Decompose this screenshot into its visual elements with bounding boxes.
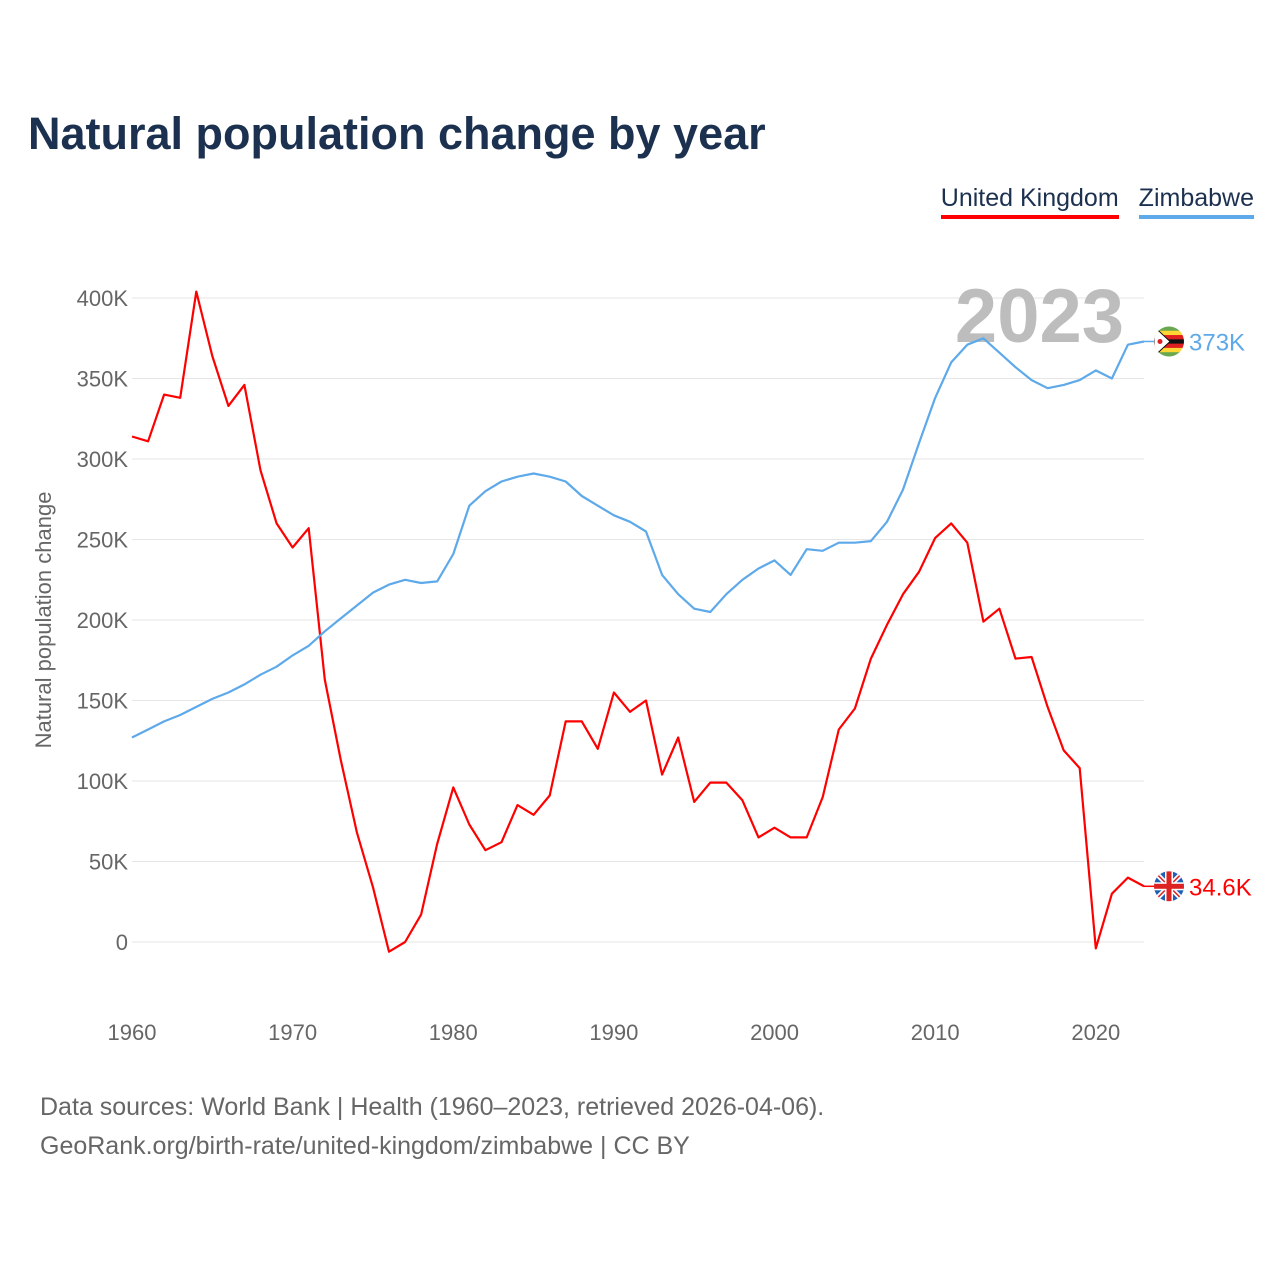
- y-tick-label: 100K: [77, 769, 129, 794]
- flag-graphic: [1154, 326, 1184, 357]
- y-tick-label: 350K: [77, 367, 129, 392]
- flag-stripe: [1154, 352, 1184, 357]
- flag-stripe: [1154, 335, 1184, 340]
- y-tick-label: 50K: [89, 850, 128, 875]
- attribution-link[interactable]: GeoRank.org/birth-rate/united-kingdom/zi…: [40, 1132, 690, 1160]
- end-value-label: 34.6K: [1189, 874, 1252, 901]
- flag-stripe: [1154, 326, 1184, 332]
- flag-stripe: [1154, 330, 1184, 336]
- series-line-zimbabwe: [131, 337, 1145, 739]
- x-tick-label: 2020: [1071, 1020, 1120, 1045]
- end-value-label: 373K: [1189, 329, 1245, 356]
- footer: Data sources: World Bank | Health (1960–…: [40, 1088, 824, 1166]
- zimbabwe-flag-icon: [1154, 326, 1184, 357]
- data-source-text: Data sources: World Bank | Health (1960–…: [40, 1093, 825, 1121]
- y-tick-label: 150K: [77, 689, 129, 714]
- series-line-united-kingdom: [131, 290, 1145, 953]
- flag-star: [1157, 338, 1163, 344]
- uk-flag-icon: [1154, 871, 1184, 902]
- y-tick-label: 300K: [77, 447, 129, 472]
- x-tick-label: 2010: [911, 1020, 960, 1045]
- x-tick-label: 2000: [750, 1020, 799, 1045]
- y-tick-label: 200K: [77, 608, 129, 633]
- flag-cross: [1166, 871, 1172, 902]
- y-tick-label: 400K: [77, 286, 129, 311]
- legend-zimbabwe[interactable]: Zimbabwe: [1138, 184, 1254, 219]
- flag-stripe: [1154, 343, 1184, 349]
- y-tick-label: 250K: [77, 528, 129, 553]
- flag-stripe: [1154, 347, 1184, 353]
- x-tick-label: 1960: [108, 1020, 157, 1045]
- y-axis-label: Natural population change: [31, 492, 56, 749]
- legend: United Kingdom Zimbabwe: [940, 184, 1254, 219]
- x-tick-label: 1980: [429, 1020, 478, 1045]
- flag-graphic: [1154, 871, 1184, 902]
- y-tick-label: 0: [116, 930, 128, 955]
- chart-title: Natural population change by year: [28, 108, 766, 159]
- legend-united-kingdom[interactable]: United Kingdom: [940, 184, 1119, 219]
- x-tick-label: 1970: [268, 1020, 317, 1045]
- x-tick-label: 1990: [589, 1020, 638, 1045]
- year-watermark: 2023: [955, 274, 1124, 359]
